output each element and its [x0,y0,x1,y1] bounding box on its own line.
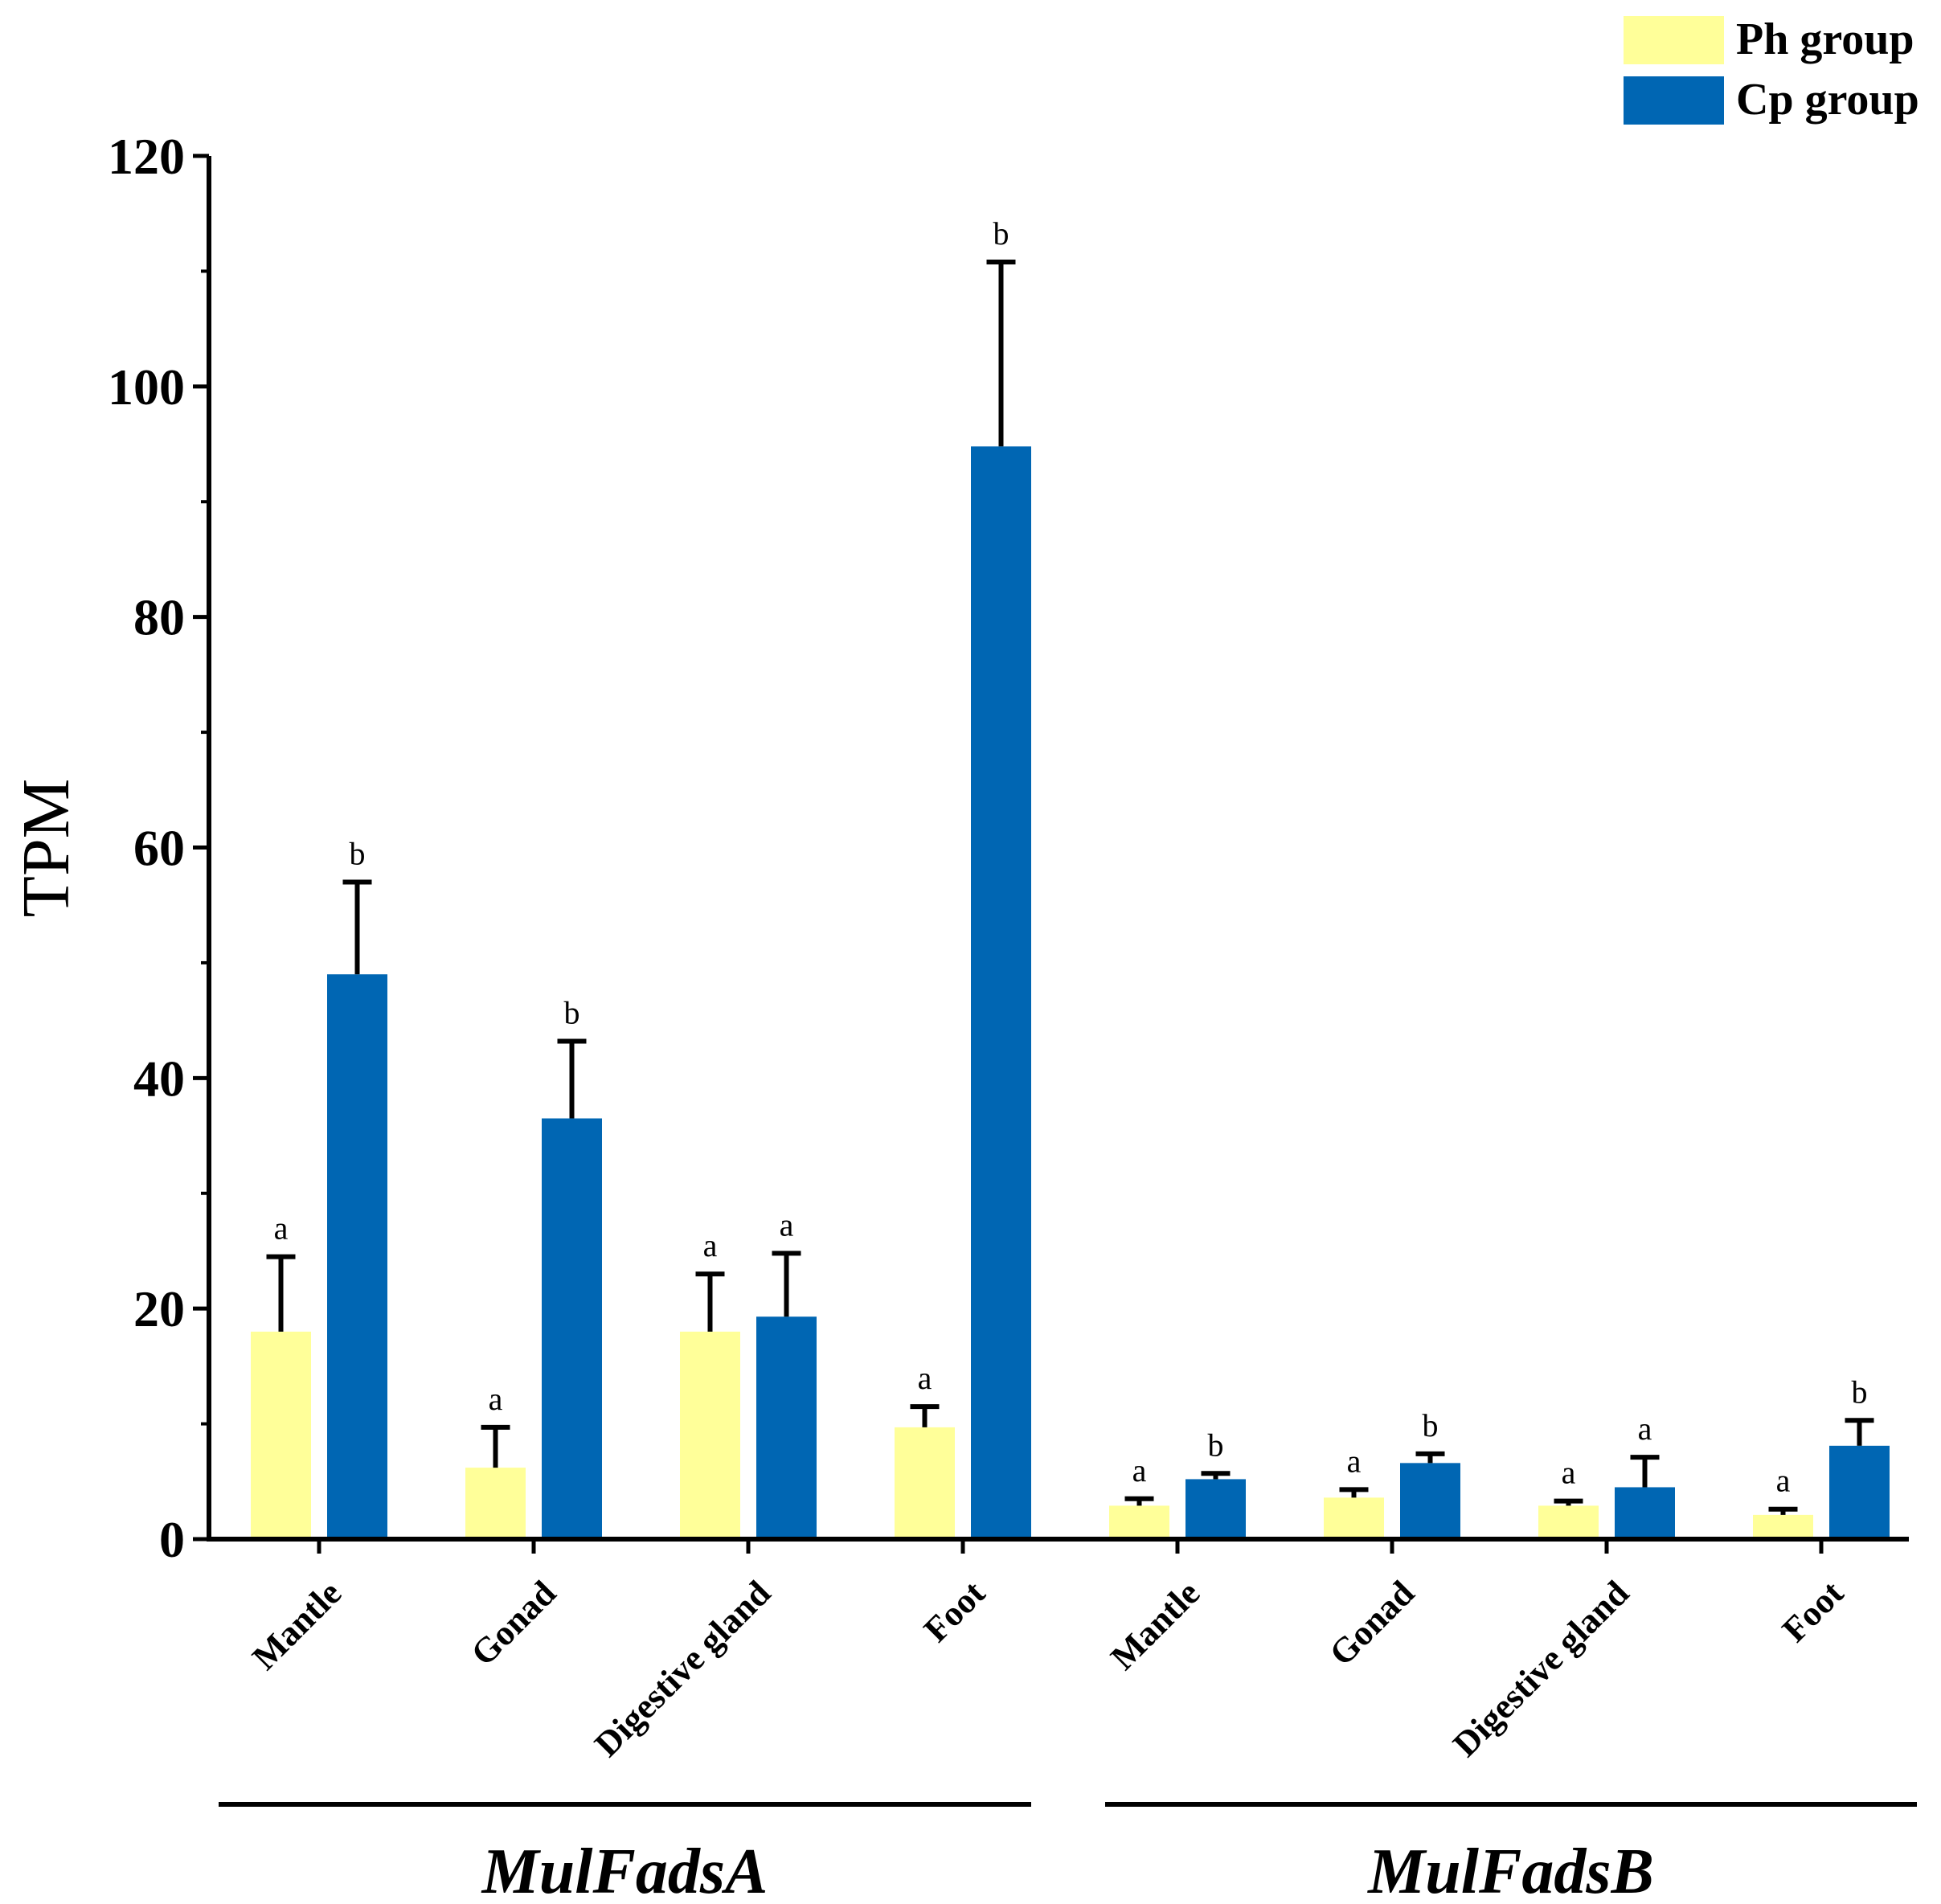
bar-mulfadsa-mantle-cp [327,974,387,1539]
y-tick-label: 60 [133,820,185,877]
x-tick-label: Mantle [1103,1573,1207,1677]
significance-letter: b [564,994,580,1030]
group-label: MulFadsB [1366,1836,1654,1904]
bar-mulfadsa-foot-ph [895,1427,955,1539]
legend-swatch [1624,76,1724,125]
y-tick-label: 120 [108,128,185,185]
significance-letter: a [1776,1463,1791,1499]
bar-mulfadsb-mantle-cp [1185,1479,1246,1539]
significance-letter: a [918,1360,932,1396]
y-tick-label: 40 [133,1050,185,1107]
significance-letter: b [350,836,366,872]
bar-mulfadsb-gonad-ph [1324,1497,1384,1539]
bar-mulfadsb-gonad-cp [1400,1463,1460,1539]
bars-layer [251,259,1890,1540]
significance-letter: b [1208,1427,1224,1463]
bar-mulfadsa-digestive-gland-cp [756,1316,817,1539]
significance-letter: a [1347,1443,1362,1479]
significance-letter: a [1638,1411,1652,1447]
x-tick-label: Foot [1775,1573,1851,1649]
significance-letter: b [1423,1407,1439,1443]
legend-swatch [1624,16,1724,64]
labels-layer: a b Mantle a b Gonad a a Digestive gland a b Foot a b… [9,128,1868,1904]
y-axis-label: TPM [9,779,84,918]
significance-letter: a [780,1206,794,1243]
y-tick-label: 80 [133,589,185,646]
significance-letter: a [703,1227,718,1263]
x-tick-label: Digestive gland [587,1573,778,1764]
bar-mulfadsb-foot-ph [1753,1514,1813,1539]
y-tick-label: 100 [108,358,185,416]
bar-mulfadsa-gonad-cp [542,1118,602,1539]
x-tick-label: Gonad [463,1573,563,1673]
legend: Ph group Cp group [1624,14,1919,125]
y-tick-label: 20 [133,1280,185,1337]
bar-mulfadsb-mantle-ph [1109,1505,1169,1539]
significance-letter: a [489,1381,503,1417]
bar-mulfadsa-gonad-ph [465,1468,526,1539]
legend-label: Ph group [1736,14,1914,64]
significance-letter: b [1852,1374,1868,1410]
significance-letter: a [1562,1455,1576,1491]
legend-label: Cp group [1736,75,1919,125]
group-label: MulFadsA [481,1836,768,1904]
significance-letter: a [274,1210,289,1247]
x-tick-label: Gonad [1321,1573,1422,1673]
bar-mulfadsb-foot-cp [1829,1445,1890,1539]
bar-mulfadsb-digestive-gland-ph [1538,1505,1599,1539]
x-tick-label: Mantle [244,1573,349,1677]
axes-layer [193,154,1917,1807]
bar-mulfadsb-digestive-gland-cp [1615,1487,1675,1539]
x-tick-label: Foot [916,1573,993,1649]
significance-letter: b [993,215,1009,252]
y-tick-label: 0 [159,1511,185,1568]
x-tick-label: Digestive gland [1445,1573,1636,1764]
bar-mulfadsa-digestive-gland-ph [680,1331,740,1539]
bar-mulfadsa-foot-cp [971,446,1031,1540]
significance-letter: a [1132,1452,1147,1488]
bar-mulfadsa-mantle-ph [251,1331,311,1539]
